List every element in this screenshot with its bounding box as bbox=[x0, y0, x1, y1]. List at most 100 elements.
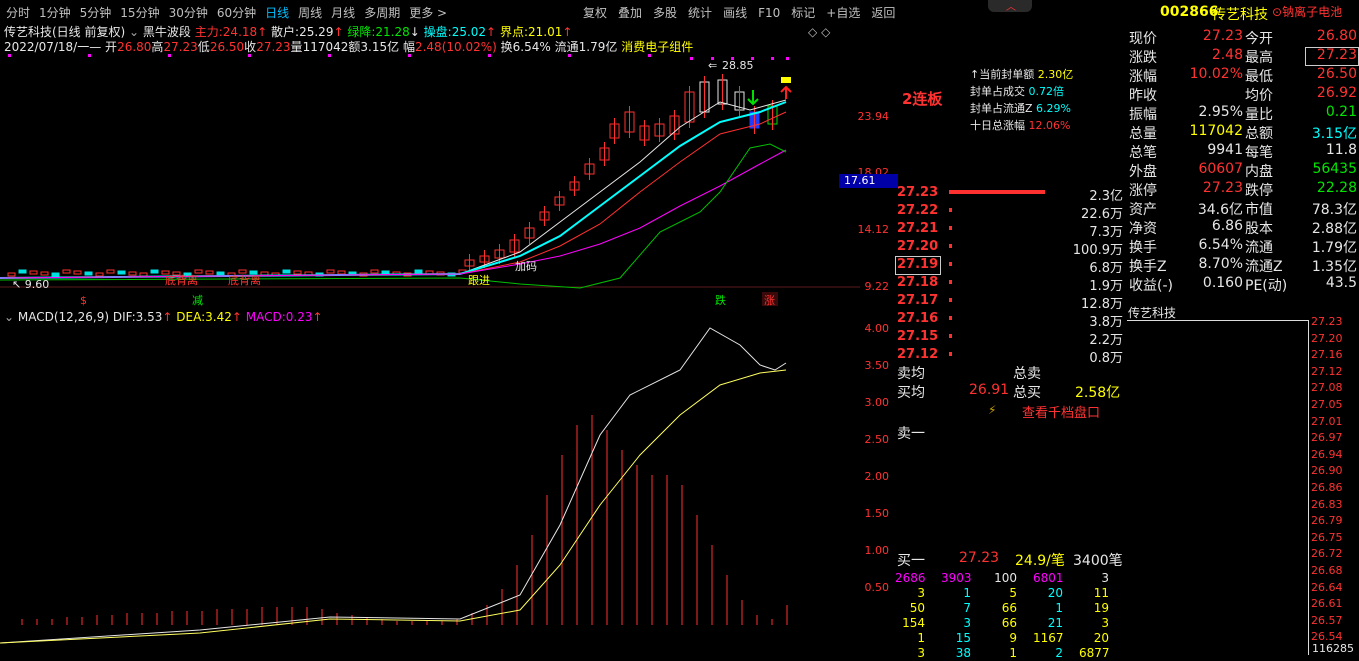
period-tab-15m[interactable]: 15分钟 bbox=[120, 6, 160, 20]
macd-yaxis-tick: 3.50 bbox=[864, 359, 890, 372]
max-price-label: 28.85 bbox=[722, 59, 754, 72]
menu-duogu[interactable]: 多股 bbox=[653, 6, 678, 20]
macd-yaxis-tick: 3.00 bbox=[864, 396, 890, 409]
bid-level[interactable]: 27.22 22.6万 bbox=[897, 203, 1123, 222]
mini-level: 26.90 bbox=[1311, 464, 1343, 478]
bid-level[interactable]: 27.18 1.9万 bbox=[897, 275, 1123, 294]
kline-chart[interactable]: 28.85 ⇐ ↖ 9.60 底背离 底背离 跟进 加码 $ 减 跌 涨 bbox=[0, 52, 860, 306]
lianban-badge: 2连板 bbox=[902, 90, 943, 108]
view-depth-link[interactable]: 查看千档盘口 bbox=[1022, 406, 1101, 421]
period-tab-fenshi[interactable]: 分时 bbox=[6, 6, 31, 20]
main-value: 24.18 bbox=[222, 25, 258, 39]
candle bbox=[40, 271, 49, 276]
sector-tag[interactable]: 消费电子组件 bbox=[621, 40, 694, 54]
menu-back[interactable]: 返回 bbox=[871, 6, 896, 20]
bid-level[interactable]: 27.17 12.8万 bbox=[897, 293, 1123, 312]
signal-die: 跌 bbox=[715, 293, 726, 306]
quote-row: 现价 27.23 今开 26.80 bbox=[1129, 28, 1357, 47]
collapse-button[interactable]: ︿ bbox=[988, 0, 1032, 13]
macd-value: 0.23 bbox=[285, 310, 313, 324]
concept-label: 钠离子电池 bbox=[1282, 5, 1343, 19]
quote-row: 总量 117042 总额 3.15亿 bbox=[1129, 123, 1357, 142]
svg-text:⇐: ⇐ bbox=[708, 59, 717, 72]
bid-level[interactable]: 27.20 100.9万 bbox=[897, 239, 1123, 258]
period-tab-more[interactable]: 更多 > bbox=[409, 6, 448, 20]
macd-select-icon[interactable]: ⌄ bbox=[4, 310, 15, 324]
mini-level: 26.97 bbox=[1311, 431, 1343, 445]
period-tab-5m[interactable]: 5分钟 bbox=[79, 6, 112, 20]
menu-huaxian[interactable]: 画线 bbox=[723, 6, 748, 20]
concept-tag[interactable]: ⊙钠离子电池 bbox=[1272, 3, 1342, 20]
bid-level[interactable]: 27.19 6.8万 bbox=[895, 256, 1123, 276]
period-tab-month[interactable]: 月线 bbox=[331, 6, 356, 20]
ohlc-flow: 1.79亿 bbox=[578, 40, 618, 54]
indicator-select-icon[interactable]: ⌄ bbox=[129, 25, 140, 39]
macd-title[interactable]: MACD(12,26,9) bbox=[17, 310, 110, 324]
period-tab-1m[interactable]: 1分钟 bbox=[39, 6, 71, 20]
ohlc-turn: 6.54% bbox=[512, 40, 551, 54]
min-price-label: ↖ 9.60 bbox=[12, 278, 49, 291]
annot-dibeili-1: 底背离 bbox=[165, 273, 198, 287]
candle bbox=[249, 270, 258, 275]
order-summary-buy: 买均 26.91 总买 2.58亿 bbox=[897, 382, 1121, 401]
limit-info-box: ↑当前封单额 2.30亿 封单占成交 0.72倍 封单占流通Z 6.29% 十日… bbox=[970, 68, 1074, 132]
period-tab-week[interactable]: 周线 bbox=[298, 6, 323, 20]
ohlc-high: 27.23 bbox=[163, 40, 198, 54]
ohlc-line: 2022/07/18/一— 开26.80高27.23低26.50收27.23量1… bbox=[4, 40, 694, 54]
san-label: 散户: bbox=[271, 25, 300, 39]
mini-level: 26.75 bbox=[1311, 530, 1343, 544]
deal-row: 1 15 9 1167 20 bbox=[917, 631, 1109, 645]
candle bbox=[18, 269, 27, 274]
bid-level[interactable]: 27.21 7.3万 bbox=[897, 221, 1123, 240]
chevron-up-icon: ︿ bbox=[1006, 2, 1016, 13]
quote-row: 换手 6.54% 流通 1.79亿 bbox=[1129, 237, 1357, 256]
mini-level: 27.16 bbox=[1311, 348, 1343, 362]
bid-level[interactable]: 27.16 3.8万 bbox=[897, 311, 1123, 330]
menu-diejia[interactable]: 叠加 bbox=[618, 6, 643, 20]
macd-yaxis-tick: 4.00 bbox=[864, 322, 890, 335]
macd-chart[interactable] bbox=[0, 325, 860, 654]
menu-tongji[interactable]: 统计 bbox=[688, 6, 713, 20]
period-tab-30m[interactable]: 30分钟 bbox=[168, 6, 208, 20]
function-menu: 复权 叠加 多股 统计 画线 F10 标记 +自选 返回 bbox=[572, 4, 895, 21]
indicator-line bbox=[0, 99, 787, 279]
menu-f10[interactable]: F10 bbox=[758, 6, 781, 20]
ohlc-vol: 117042 bbox=[302, 40, 349, 54]
mini-level: 27.23 bbox=[1311, 315, 1343, 328]
diamond-icon[interactable]: ◇ bbox=[808, 25, 818, 39]
mini-level: 27.05 bbox=[1311, 398, 1343, 411]
mini-level: 27.20 bbox=[1311, 331, 1343, 345]
bid-level[interactable]: 27.23 2.3亿 bbox=[897, 185, 1123, 204]
period-tab-multi[interactable]: 多周期 bbox=[364, 6, 401, 20]
dea-line bbox=[0, 369, 787, 644]
period-toolbar: 分时 1分钟 5分钟 15分钟 30分钟 60分钟 日线 周线 月线 多周期 更多 > bbox=[6, 4, 456, 21]
quote-row: 涨幅 10.02% 最低 26.50 bbox=[1129, 66, 1357, 85]
bid-level[interactable]: 27.12 0.8万 bbox=[897, 347, 1123, 366]
bid-level[interactable]: 27.15 2.2万 bbox=[897, 329, 1123, 348]
menu-zixuan[interactable]: +自选 bbox=[826, 6, 861, 20]
diamond-icon-2[interactable]: ◇ bbox=[821, 25, 831, 39]
dif-line bbox=[0, 327, 787, 644]
indicator-line bbox=[0, 111, 787, 279]
quote-row: 外盘 60607 内盘 56435 bbox=[1129, 161, 1357, 180]
period-tab-day[interactable]: 日线 bbox=[265, 6, 290, 20]
candle bbox=[260, 271, 269, 276]
mini-level: 26.57 bbox=[1311, 613, 1343, 627]
sell1-label: 卖一 bbox=[897, 426, 925, 442]
candle bbox=[95, 272, 104, 277]
menu-fuquan[interactable]: 复权 bbox=[583, 6, 608, 20]
mini-chart-frame[interactable] bbox=[1127, 320, 1309, 655]
quote-row: 换手Z 8.70% 流通Z 1.35亿 bbox=[1129, 256, 1357, 275]
candle bbox=[172, 271, 181, 276]
ohlc-amt: 3.15亿 bbox=[360, 40, 400, 54]
candle bbox=[326, 269, 335, 274]
macd-yaxis-tick: 2.00 bbox=[864, 470, 890, 483]
mini-level: 27.01 bbox=[1311, 414, 1343, 428]
crosshair-price: 17.61 bbox=[839, 174, 898, 188]
mini-level: 26.64 bbox=[1311, 580, 1343, 594]
indicator-name[interactable]: 黑牛波段 bbox=[142, 25, 191, 39]
period-tab-60m[interactable]: 60分钟 bbox=[216, 6, 257, 20]
menu-biaoji[interactable]: 标记 bbox=[791, 6, 816, 20]
flag-marker bbox=[781, 77, 791, 83]
candle bbox=[381, 270, 390, 275]
